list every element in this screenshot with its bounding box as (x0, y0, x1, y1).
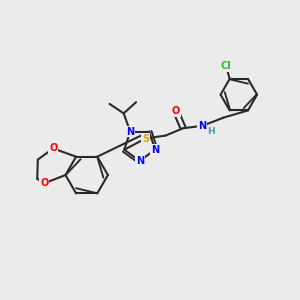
Text: O: O (49, 143, 57, 153)
Text: N: N (151, 145, 159, 155)
Text: N: N (198, 121, 206, 131)
Text: O: O (172, 106, 180, 116)
Text: H: H (207, 127, 214, 136)
Text: Cl: Cl (221, 61, 232, 71)
Text: N: N (136, 156, 144, 166)
Text: O: O (40, 178, 48, 188)
Text: N: N (126, 127, 134, 136)
Text: S: S (142, 134, 149, 143)
